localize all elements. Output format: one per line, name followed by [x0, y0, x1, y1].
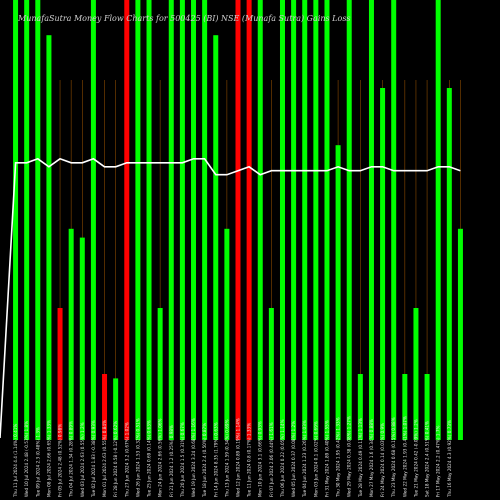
x-tick-label: Thu 04 Jul 2024 1.34 (0.28%) 0.89%: [69, 421, 74, 498]
x-tick-label: Mon 27 May 2024 1.6 (0.34%) 0.88%: [369, 419, 374, 497]
x-tick-label: Wed 19 Jun 2024 3.24 (0.68%) 1.16%: [191, 418, 196, 497]
x-tick-label: Thu 06 Jun 2024 0.22 (0.05%) 1.14%: [280, 419, 285, 498]
x-tick-label: Mon 08 Jul 2024 2.66 (0.65%) 1.33%: [46, 420, 51, 497]
bar: [35, 0, 41, 440]
bar: [446, 88, 452, 440]
x-tick-label: Sat 18 May 2024 2.4 (0.51%) 0.41%: [425, 421, 430, 497]
bar: [246, 0, 252, 440]
x-tick-label: Tue 18 Jun 2024 2.4 (0.50%) 0.87%: [202, 423, 207, 498]
bar: [68, 228, 74, 440]
x-tick-label: Thu 11 Jul 2024 4.4 (1.14%) 0.41%: [13, 424, 18, 498]
bar: [202, 0, 208, 440]
bar: [235, 0, 241, 440]
bar: [13, 0, 19, 440]
x-tick-label: Mon 03 Jun 2024 0.1 (0.02%) 0.69%: [313, 421, 318, 497]
bar: [146, 0, 152, 440]
bar: [213, 35, 219, 440]
x-tick-label: Fri 14 Jun 2024 8.35 (1.79%) 0.63%: [213, 422, 218, 497]
x-tick-label: Wed 29 May 2024 0.38 (0.08%) 1.27%: [347, 416, 352, 497]
bar: [79, 237, 85, 440]
x-tick-label: Tue 02 Jul 2024 1.83 (-0.38%) 0.93%: [91, 420, 96, 498]
x-tick-label: Mon 24 Jun 2024 2.66 (0.56%) 1.06%: [158, 418, 163, 497]
x-tick-label: Tue 09 Jul 2024 2.3 (0.48%) 1.3%: [35, 427, 40, 498]
bar: [46, 35, 52, 440]
bar: [357, 374, 363, 440]
x-tick-label: Thu 16 May 2024 4.3 (0.92%) 0.73%: [447, 420, 452, 498]
x-tick-label: Thu 20 Jun 2024 1.5 (0.31%) 0.67%: [180, 422, 185, 498]
bar: [380, 88, 386, 440]
bar: [268, 308, 274, 440]
bar: [424, 374, 430, 440]
bar: [179, 0, 185, 440]
x-tick-label: Wed 12 Jun 2024 0.89 (0.19%) 1.14%: [236, 418, 241, 497]
bar: [324, 0, 330, 440]
x-tick-label: Thu 30 May 2024 1.95 (0.42%) 1.33%: [336, 417, 341, 498]
x-tick-label: Tue 21 May 2024 0.42 (-0.09%) 1.2%: [413, 419, 418, 498]
x-tick-label: Thu 27 Jun 2024 3.2 (0.67%) 1.02%: [124, 422, 129, 498]
price-line-group: [0, 157, 461, 439]
x-tick-label: Tue 04 Jun 2024 1.23 (0.26%) 1.03%: [302, 420, 307, 498]
x-tick-label: Wed 22 May 2024 1.93 (0.41%) 1.07%: [402, 416, 407, 497]
x-tick-label: Fri 28 Jun 2024 0.58 (-0.12%) 0.62%: [113, 421, 118, 497]
price-line: [0, 157, 461, 439]
bar: [291, 0, 297, 440]
bar: [168, 0, 174, 440]
bar: [57, 308, 63, 440]
x-tick-label: Mon 01 Jul 2024 2.63 (0.55%) 0.84%: [102, 420, 107, 497]
x-axis-labels: Thu 11 Jul 2024 4.4 (1.14%) 0.41% Wed 10 …: [13, 416, 452, 498]
bar: [24, 0, 30, 440]
bar: [102, 374, 108, 440]
x-tick-label: Tue 28 May 2024 0.49 (0.11%) 1.13%: [358, 418, 363, 498]
x-tick-label: Fri 24 May 2024 0.14 (0.03%) 0.9%: [380, 423, 385, 497]
x-tick-label: Fri 31 May 2024 1.89 (0.40%) 1.55%: [324, 420, 329, 497]
bar: [124, 0, 130, 440]
bar: [191, 0, 197, 440]
chart-title: MunafaSutra Money Flow Charts for 500425…: [18, 14, 351, 23]
bar: [368, 0, 374, 440]
bar: [346, 0, 352, 440]
x-tick-label: Tue 11 Jun 2024 0.8 (0.17%) 1.33%: [247, 423, 252, 498]
bar: [224, 228, 230, 440]
bar: [413, 308, 419, 440]
bar: [90, 0, 96, 440]
x-tick-label: Wed 03 Jul 2024 2.63 (0.55%) 1.2%: [80, 422, 85, 497]
x-tick-label: Fri 05 Jul 2024 2.48 (0.52%) 0.98%: [58, 424, 63, 497]
bar: [313, 0, 319, 440]
bar: [402, 374, 408, 440]
bar: [435, 0, 441, 440]
x-tick-label: Wed 05 Jun 2024 0.37 (0.08%) 1.2%: [291, 421, 296, 497]
bar: [457, 228, 463, 440]
x-tick-label: Wed 26 Jun 2024 1.53 (0.32%) 0.51%: [135, 418, 140, 497]
bars-group: [13, 0, 463, 440]
bar: [113, 378, 119, 440]
x-tick-label: Wed 10 Jul 2024 2.48 (-0.53%) 1.8%: [24, 421, 29, 497]
x-tick-label: Fri 21 Jun 2024 1.2 (0.25%) 0.98%: [169, 425, 174, 497]
bar: [302, 0, 308, 440]
bar: [335, 145, 341, 440]
x-tick-label: Mon 10 Jun 2024 3.1 (0.66%) 0.93%: [258, 421, 263, 497]
bar: [391, 0, 397, 440]
x-tick-label: Fri 17 May 2024 2.2 (0.47%) 1.7%: [436, 425, 441, 497]
bar: [135, 0, 141, 440]
bar: [157, 308, 163, 440]
x-tick-label: Tue 25 Jun 2024 0.69 (0.14%) 0.63%: [147, 420, 152, 498]
x-tick-label: Thu 23 May 2024 0.68 (0.15%) 0.88%: [391, 417, 396, 498]
bar: [279, 0, 285, 440]
x-tick-label: Fri 07 Jun 2024 2.06 (0.44%) 1.61%: [269, 422, 274, 497]
bar: [257, 0, 263, 440]
x-tick-label: Thu 13 Jun 2024 1.59 (0.34%) 0.69%: [224, 419, 229, 498]
